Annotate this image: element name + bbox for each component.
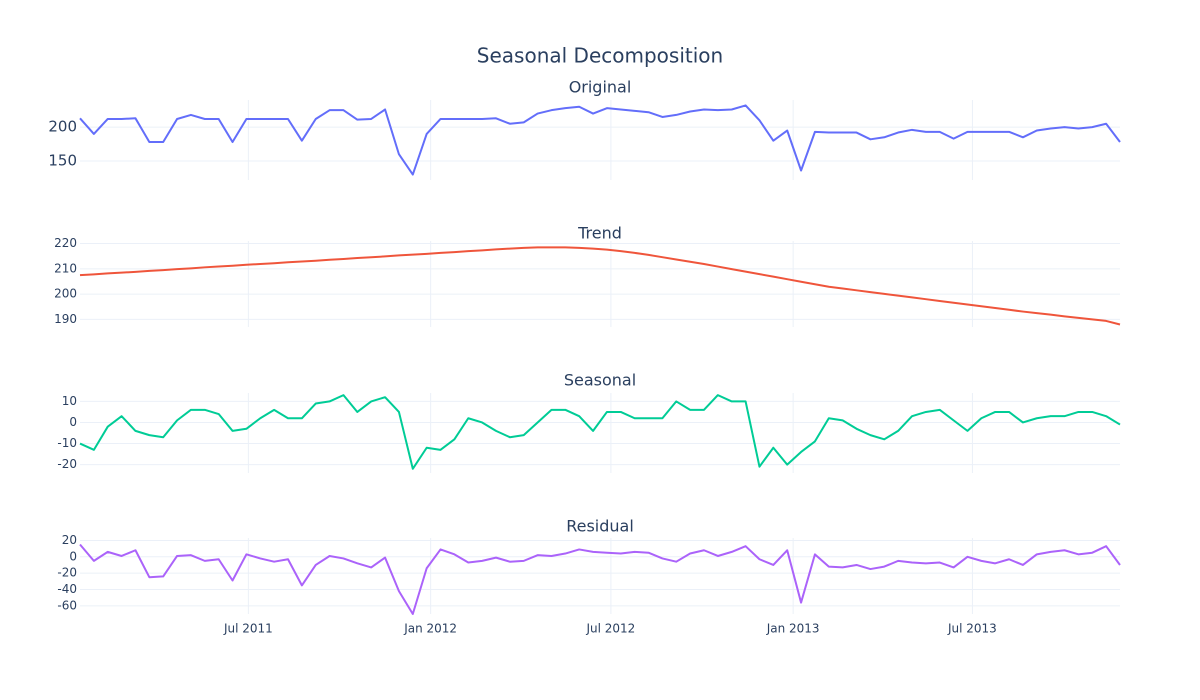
y-tick-label: 200 bbox=[54, 287, 77, 301]
series-line bbox=[79, 104, 1121, 176]
y-tick-label: 10 bbox=[62, 394, 77, 408]
series-line bbox=[79, 543, 1121, 615]
x-tick-label: Jul 2013 bbox=[947, 622, 997, 636]
y-tick-label: 190 bbox=[54, 312, 77, 326]
series-line bbox=[79, 246, 1121, 326]
x-tick-label: Jul 2012 bbox=[585, 622, 635, 636]
y-tick-label: -10 bbox=[57, 436, 77, 450]
subplot-title: Residual bbox=[566, 517, 634, 536]
y-tick-label: 220 bbox=[54, 236, 77, 250]
subplot-title: Seasonal bbox=[564, 371, 636, 390]
chart-title: Seasonal Decomposition bbox=[477, 44, 723, 68]
x-tick-label: Jan 2012 bbox=[403, 622, 457, 636]
y-tick-label: -20 bbox=[57, 457, 77, 471]
y-tick-label: 20 bbox=[62, 533, 77, 547]
y-tick-label: 200 bbox=[48, 118, 77, 136]
y-tick-label: 0 bbox=[69, 549, 77, 563]
y-tick-label: 150 bbox=[48, 152, 77, 170]
x-tick-label: Jul 2011 bbox=[223, 622, 273, 636]
series-line bbox=[79, 394, 1121, 470]
subplot-title: Original bbox=[569, 78, 632, 97]
y-tick-label: 0 bbox=[69, 415, 77, 429]
y-tick-label: -60 bbox=[57, 598, 77, 612]
subplot-title: Trend bbox=[577, 224, 622, 243]
y-tick-label: -20 bbox=[57, 566, 77, 580]
y-tick-label: -40 bbox=[57, 582, 77, 596]
y-tick-label: 210 bbox=[54, 261, 77, 275]
x-tick-label: Jan 2013 bbox=[766, 622, 820, 636]
